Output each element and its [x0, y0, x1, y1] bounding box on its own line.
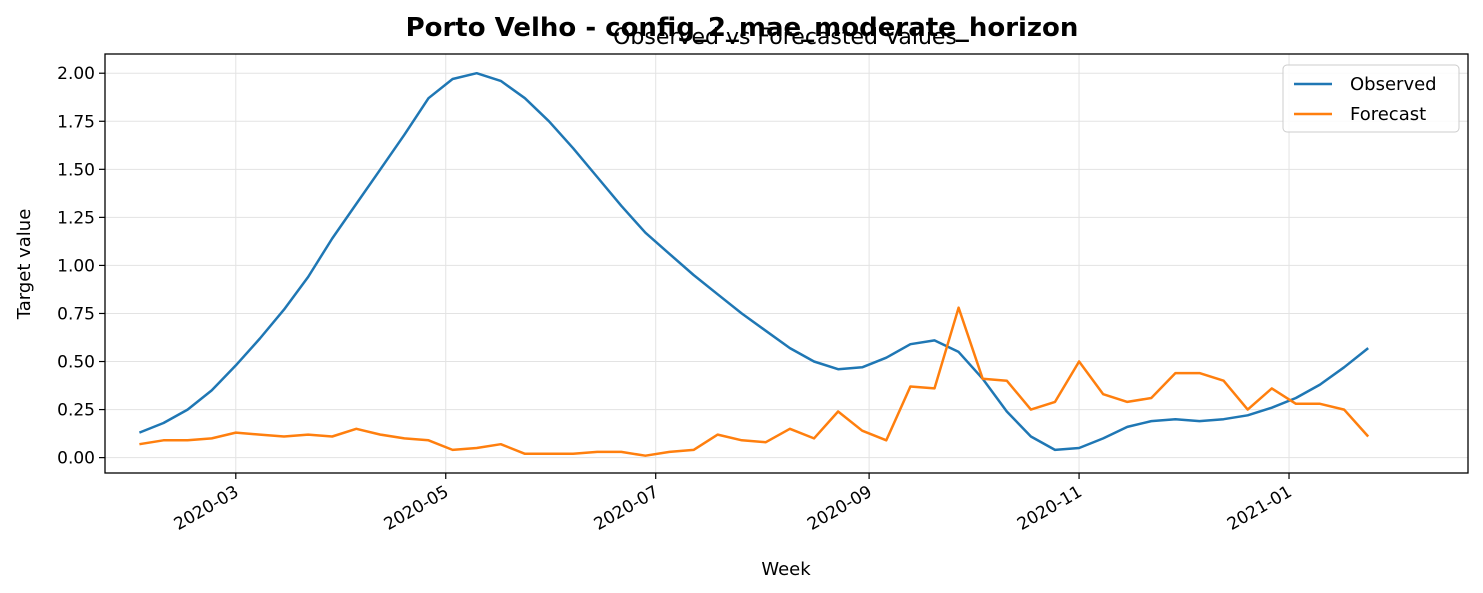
grid — [105, 54, 1468, 473]
y-tick-label: 0.00 — [57, 449, 95, 469]
chart-subtitle: Observed vs Forecasted Values — [613, 25, 957, 50]
y-axis: 0.00 0.25 0.50 0.75 1.00 1.25 1.50 1.75 2.00 — [57, 64, 105, 469]
legend-observed-label: Observed — [1350, 74, 1437, 95]
y-axis-label: Target value — [14, 209, 35, 321]
y-tick-label: 1.25 — [57, 208, 95, 228]
y-tick-label: 1.50 — [57, 160, 95, 180]
series-group — [138, 71, 1370, 457]
y-tick-label: 0.25 — [57, 401, 95, 421]
series-line-observed — [138, 71, 1369, 452]
plot-frame — [104, 53, 1469, 474]
series-line-forecast — [139, 306, 1370, 457]
y-tick-label: 1.00 — [57, 256, 95, 276]
y-tick-label: 2.00 — [57, 64, 95, 84]
y-tick-label: 0.50 — [57, 353, 95, 373]
x-axis-label: Week — [761, 559, 811, 580]
y-tick-label: 1.75 — [57, 112, 95, 132]
y-tick-label: 0.75 — [57, 304, 95, 324]
chart-title: Porto Velho - config_2_mae_moderate_hori… — [406, 13, 1079, 43]
legend-forecast-label: Forecast — [1350, 104, 1426, 125]
legend: Observed Forecast — [1282, 64, 1460, 133]
